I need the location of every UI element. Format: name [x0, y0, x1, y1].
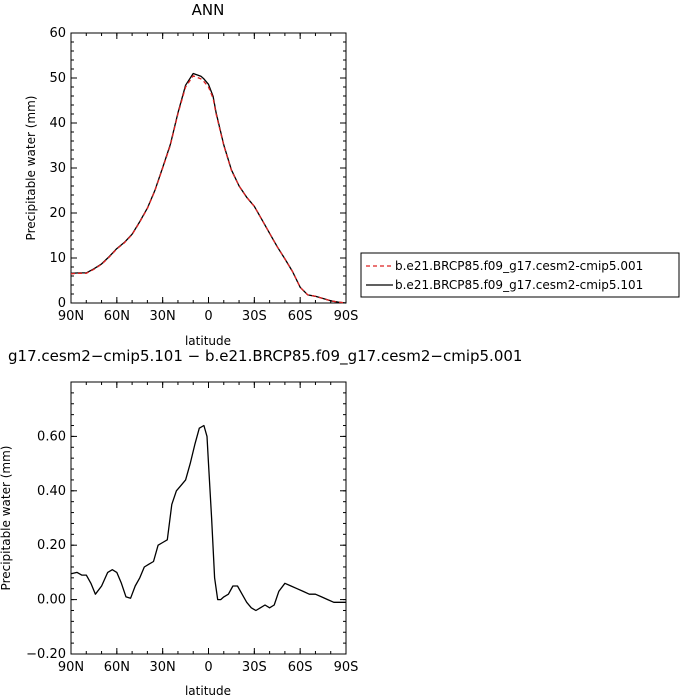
- top-chart-x-ticks: 90N 60N 30N 0 30S 60S 90S: [58, 33, 359, 324]
- y-tick-label: 0.60: [37, 429, 66, 444]
- top-chart-title: ANN: [192, 1, 225, 19]
- y-tick-label: 50: [49, 71, 66, 86]
- x-tick-label: 30S: [242, 309, 267, 324]
- series-line-2: [70, 72, 347, 304]
- y-tick-label: 0: [58, 296, 66, 311]
- bottom-chart-y-ticks: −0.20 0.00 0.20 0.40 0.60: [26, 381, 346, 662]
- x-tick-label: 90N: [58, 660, 84, 675]
- y-tick-label: 30: [49, 161, 66, 176]
- y-tick-label: 20: [49, 206, 66, 221]
- bottom-chart-series: [70, 424, 346, 612]
- top-chart-series: [70, 72, 347, 304]
- top-chart-x-label: latitude: [185, 334, 231, 348]
- x-tick-label: 0: [204, 309, 212, 324]
- x-tick-label: 60N: [104, 660, 130, 675]
- y-tick-label: 0.40: [37, 484, 66, 499]
- series-line-1: [70, 75, 347, 304]
- top-chart-y-label: Precipitable water (mm): [24, 96, 38, 241]
- legend-label-series-1: b.e21.BRCP85.f09_g17.cesm2-cmip5.001: [395, 259, 643, 273]
- bottom-chart-title: g17.cesm2−cmip5.101 − b.e21.BRCP85.f09_g…: [8, 347, 522, 366]
- top-chart: ANN 0 10 20 30 40 50 60 90N 60N 30N 0 30S 60S 90S la…: [24, 1, 680, 348]
- top-chart-y-ticks: 0 10 20 30 40 50 60: [49, 26, 346, 311]
- legend-box: [360, 252, 680, 298]
- series-line-1: [70, 424, 346, 612]
- bottom-chart-x-label: latitude: [185, 684, 231, 698]
- bottom-chart: g17.cesm2−cmip5.101 − b.e21.BRCP85.f09_g…: [0, 347, 522, 698]
- x-tick-label: 60S: [288, 660, 313, 675]
- y-tick-label: 0.20: [37, 538, 66, 553]
- bottom-chart-y-label: Precipitable water (mm): [0, 446, 13, 591]
- y-tick-label: 60: [49, 26, 66, 41]
- top-chart-legend: b.e21.BRCP85.f09_g17.cesm2-cmip5.001 b.e…: [360, 252, 680, 298]
- x-tick-label: 60N: [104, 309, 130, 324]
- y-tick-label: 10: [49, 251, 66, 266]
- x-tick-label: 60S: [288, 309, 313, 324]
- x-tick-label: 0: [204, 660, 212, 675]
- top-chart-plot-area: [70, 32, 347, 304]
- x-tick-label: 90S: [334, 309, 359, 324]
- y-tick-label: −0.20: [26, 647, 66, 662]
- x-tick-label: 30N: [150, 309, 176, 324]
- x-tick-label: 30N: [150, 660, 176, 675]
- y-tick-label: 40: [49, 116, 66, 131]
- x-tick-label: 90N: [58, 309, 84, 324]
- bottom-chart-plot-area: [70, 381, 347, 655]
- x-tick-label: 30S: [242, 660, 267, 675]
- legend-label-series-2: b.e21.BRCP85.f09_g17.cesm2-cmip5.101: [395, 278, 643, 292]
- bottom-chart-x-ticks: 90N 60N 30N 0 30S 60S 90S: [58, 382, 359, 675]
- y-tick-label: 0.00: [37, 593, 66, 608]
- x-tick-label: 90S: [334, 660, 359, 675]
